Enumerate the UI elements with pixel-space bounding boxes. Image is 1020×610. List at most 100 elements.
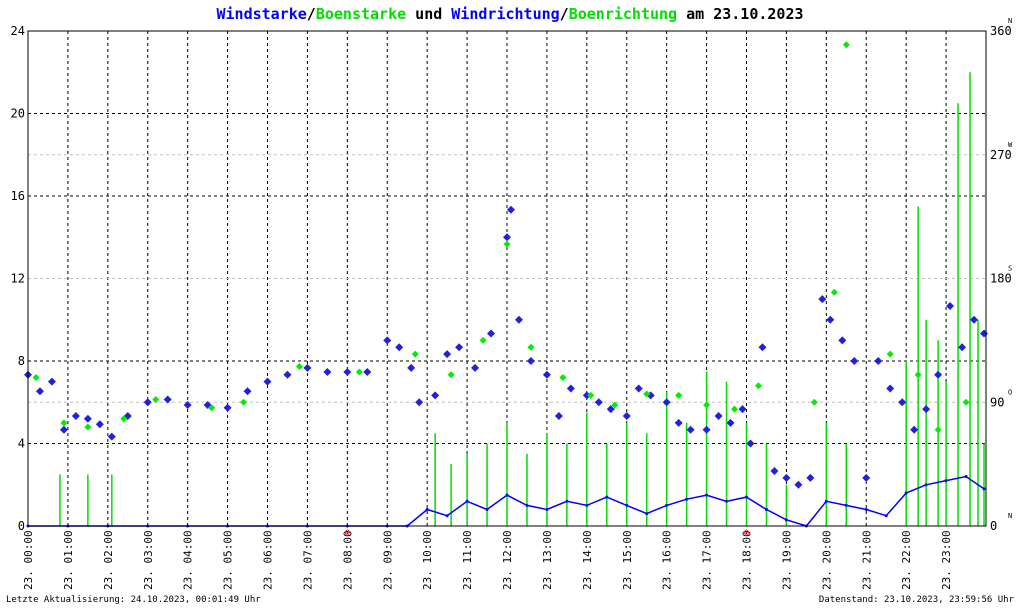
direction-point [818, 295, 827, 304]
direction-point [526, 357, 535, 365]
direction-point [395, 343, 404, 352]
y-tick-label: 0 [18, 519, 25, 533]
x-tick-label: 23. 02:00 [102, 530, 115, 590]
x-tick-label: 23. 13:00 [541, 530, 554, 590]
red-marker: 0 [345, 529, 350, 539]
y2-tick-label: 0 [990, 519, 997, 533]
y-tick-label: 20 [11, 107, 25, 121]
direction-point [514, 315, 523, 324]
direction-point [431, 391, 440, 400]
wind-speed-point [705, 493, 709, 497]
wind-speed-point [944, 479, 948, 483]
x-tick-label: 23. 10:00 [421, 530, 434, 590]
title-wind: Windstarke [216, 5, 306, 23]
x-tick-label: 23. 22:00 [900, 530, 913, 590]
gust-direction-point [830, 288, 838, 296]
gust-direction-point [152, 396, 160, 403]
direction-point [874, 357, 883, 365]
wind-speed-point [745, 495, 748, 499]
direction-point [662, 398, 671, 407]
wind-speed-point [425, 508, 429, 511]
title-sep-2: / [560, 5, 569, 23]
plot-area [24, 41, 989, 528]
direction-point [143, 398, 152, 407]
x-tick-label: 23. 14:00 [581, 530, 594, 590]
wind-speed-point [884, 514, 888, 518]
direction-point [83, 414, 92, 423]
x-tick-label: 23. 08:00 [341, 530, 354, 590]
x-tick-label: 23. 17:00 [701, 530, 714, 590]
wind-speed-point [645, 512, 649, 516]
direction-point [363, 368, 372, 376]
direction-letter: N [1008, 17, 1012, 25]
wind-speed-point [605, 495, 609, 499]
direction-point [634, 384, 643, 393]
direction-point [243, 387, 252, 396]
direction-point [958, 343, 967, 352]
direction-point [970, 315, 979, 324]
direction-point [770, 467, 779, 475]
wind-speed-point [864, 508, 868, 511]
wind-speed-point [904, 491, 908, 495]
gust-direction-point [643, 390, 651, 398]
gust-direction-point [240, 398, 248, 406]
footer-right: Datenstand: 23.10.2023, 23:59:56 Uhr [819, 595, 1015, 605]
wind-speed-point [565, 499, 569, 503]
x-tick-label: 23. 01:00 [62, 530, 75, 590]
x-tick-label: 23. 11:00 [461, 530, 474, 590]
direction-point [443, 350, 452, 359]
footer-left: Letzte Aktualisierung: 24.10.2023, 00:01… [6, 595, 261, 605]
direction-point [455, 343, 464, 352]
gust-direction-point [411, 350, 419, 358]
wind-speed-line [28, 475, 985, 527]
direction-point [303, 363, 312, 372]
direction-point [343, 368, 352, 376]
gust-direction-point [587, 391, 595, 399]
direction-point [487, 329, 496, 338]
direction-point [910, 425, 919, 434]
direction-point [407, 363, 416, 372]
wind-speed-point [525, 503, 529, 507]
y2-tick-label: 180 [990, 272, 1012, 286]
x-tick-label: 23. 00:00 [22, 530, 35, 590]
y-tick-label: 16 [11, 189, 25, 203]
direction-point [714, 412, 723, 420]
gust-direction-point [84, 423, 92, 431]
direction-point [758, 343, 767, 352]
gust-direction-point [886, 350, 894, 358]
wind-speed-point [924, 483, 928, 487]
direction-point [934, 370, 943, 379]
red-marker: 0 [744, 529, 749, 539]
direction-point [71, 412, 80, 420]
wind-speed-point [764, 508, 768, 511]
y-tick-label: 8 [18, 354, 25, 368]
direction-point [163, 395, 172, 404]
wind-speed-point [982, 487, 986, 491]
gust-direction-point [208, 404, 216, 412]
direction-point [850, 357, 859, 365]
direction-point [594, 398, 603, 407]
direction-point [59, 425, 68, 434]
direction-letter: W [1008, 141, 1013, 149]
direction-point [794, 480, 803, 489]
direction-point [806, 473, 815, 482]
direction-letter: O [1008, 388, 1012, 396]
y-tick-label: 12 [11, 272, 25, 286]
direction-point [323, 368, 332, 376]
wind-speed-point [505, 493, 509, 497]
y2-tick-label: 270 [990, 148, 1012, 162]
wind-speed-point [824, 499, 828, 503]
y2-tick-label: 90 [990, 395, 1004, 409]
gust-direction-point [559, 374, 567, 381]
direction-point [946, 302, 955, 310]
y-tick-label: 24 [11, 24, 25, 38]
x-tick-label: 23. 04:00 [182, 530, 195, 590]
gust-direction-point [675, 391, 683, 399]
direction-point [898, 398, 907, 407]
direction-point [782, 473, 791, 482]
title-date: am 23.10.2023 [677, 5, 803, 23]
wind-speed-point [485, 508, 489, 511]
gust-direction-point [120, 415, 128, 423]
